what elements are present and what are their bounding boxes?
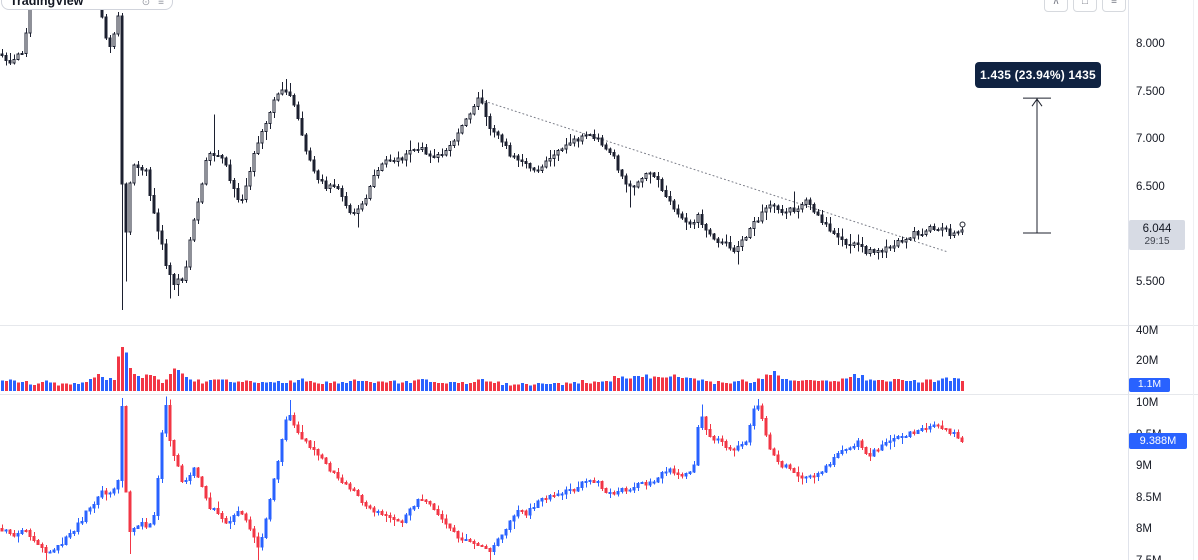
price-axis-tick: 7.000 bbox=[1136, 133, 1165, 145]
last-price-label: 6.044 29:15 bbox=[1129, 220, 1185, 250]
lower-axis-tick: 8M bbox=[1136, 523, 1152, 535]
chevron-up-icon: ∧ bbox=[1052, 0, 1060, 7]
maximize-icon: □ bbox=[1081, 0, 1089, 7]
right-edge-line bbox=[1193, 0, 1194, 560]
legend-row[interactable]: TradingView ⊙ ≡ bbox=[1, 0, 173, 10]
lower-axis-tick: 10M bbox=[1136, 397, 1159, 409]
pane-up-button[interactable]: ∧ bbox=[1044, 0, 1068, 12]
more-icon[interactable]: ≡ bbox=[158, 0, 164, 8]
pane-menu-button[interactable]: ≡ bbox=[1102, 0, 1126, 12]
lower-axis-tick: 8.5M bbox=[1136, 491, 1162, 504]
eye-icon[interactable]: ⊙ bbox=[141, 0, 151, 8]
price-axis-tick: 7.500 bbox=[1136, 85, 1165, 98]
price-axis-tick: 6.500 bbox=[1136, 180, 1165, 193]
menu-icon: ≡ bbox=[1111, 0, 1117, 7]
pane-maximize-button[interactable]: □ bbox=[1073, 0, 1097, 12]
last-price-value: 6.044 bbox=[1142, 222, 1172, 235]
axis-border-line bbox=[1128, 0, 1129, 560]
price-axis-tick: 8.000 bbox=[1136, 38, 1165, 50]
volume-axis-tick: 20M bbox=[1136, 355, 1159, 367]
bar-countdown: 29:15 bbox=[1144, 235, 1170, 247]
lower-axis-tick: 7.5M bbox=[1136, 555, 1162, 560]
lower-axis-tick: 9M bbox=[1136, 460, 1152, 472]
chart-svg[interactable] bbox=[0, 0, 1128, 560]
last-volume-label: 1.1M bbox=[1129, 378, 1170, 392]
pane-divider-volume-lower[interactable] bbox=[0, 394, 1198, 395]
pane-divider-price-volume[interactable] bbox=[0, 325, 1198, 326]
measure-tool-label[interactable]: 1.435 (23.94%) 1435 bbox=[975, 62, 1101, 88]
price-axis-tick: 5.500 bbox=[1136, 275, 1165, 288]
legend-title: TradingView bbox=[10, 0, 84, 8]
last-lower-series-label: 9.388M bbox=[1129, 433, 1187, 449]
volume-axis-tick: 40M bbox=[1136, 325, 1159, 337]
